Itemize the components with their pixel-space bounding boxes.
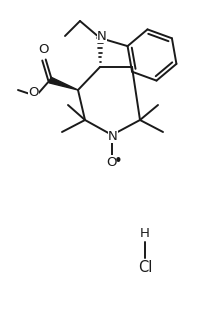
Text: N: N: [97, 29, 107, 42]
Text: O: O: [38, 43, 48, 56]
Text: O: O: [106, 156, 116, 169]
Text: N: N: [108, 130, 118, 143]
Text: O: O: [29, 86, 39, 100]
Polygon shape: [49, 77, 78, 90]
Text: H: H: [140, 227, 150, 240]
Text: •: •: [114, 153, 122, 169]
Text: Cl: Cl: [138, 260, 152, 275]
